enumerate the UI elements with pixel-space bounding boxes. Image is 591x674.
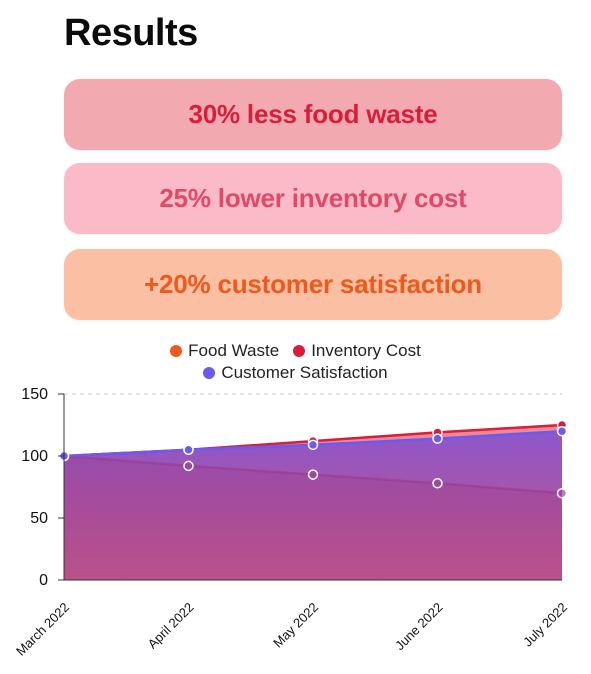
customer-satisfaction-point	[307, 439, 319, 451]
food-waste-point	[556, 487, 568, 499]
x-tick-label: July 2022	[520, 600, 570, 650]
customer-satisfaction-point	[556, 425, 568, 437]
food-waste-point	[432, 478, 443, 489]
area-chart: 0 50 100 150 March 2022 April 2022 May 2022 Jun…	[13, 386, 570, 659]
y-tick-label: 0	[39, 572, 48, 589]
chart-legend: Food Waste Inventory Cost Customer Satis…	[0, 340, 591, 384]
result-card-customer-satisfaction: +20% customer satisfaction	[64, 249, 562, 320]
food-waste-point	[307, 469, 319, 480]
result-card-text: 30% less food waste	[188, 99, 438, 129]
x-tick-label: March 2022	[13, 600, 72, 659]
x-tick-label: May 2022	[270, 600, 321, 651]
result-card-text: 25% lower inventory cost	[159, 183, 467, 213]
customer-satisfaction-point	[432, 433, 443, 444]
legend-item-customer-satisfaction[interactable]: Customer Satisfaction	[203, 362, 388, 384]
legend-label: Inventory Cost	[311, 341, 421, 360]
y-tick-label: 150	[21, 386, 48, 403]
legend-item-food-waste[interactable]: Food Waste	[170, 340, 279, 362]
x-tick-label: April 2022	[145, 600, 197, 652]
x-tick-label: June 2022	[392, 600, 446, 654]
result-card-inventory-cost: 25% lower inventory cost	[64, 163, 562, 234]
legend-label: Customer Satisfaction	[221, 363, 388, 382]
legend-marker	[170, 345, 183, 357]
food-waste-point	[183, 460, 194, 472]
y-tick-label: 100	[21, 448, 48, 465]
legend-marker	[293, 345, 306, 357]
customer-satisfaction-point	[183, 444, 194, 456]
y-tick-label: 50	[30, 510, 48, 527]
result-card-text: +20% customer satisfaction	[144, 269, 482, 299]
result-card-food-waste: 30% less food waste	[64, 79, 562, 150]
legend-item-inventory-cost[interactable]: Inventory Cost	[293, 340, 421, 362]
legend-label: Food Waste	[188, 341, 280, 360]
page-title: Results	[64, 12, 198, 54]
legend-marker	[203, 367, 216, 379]
